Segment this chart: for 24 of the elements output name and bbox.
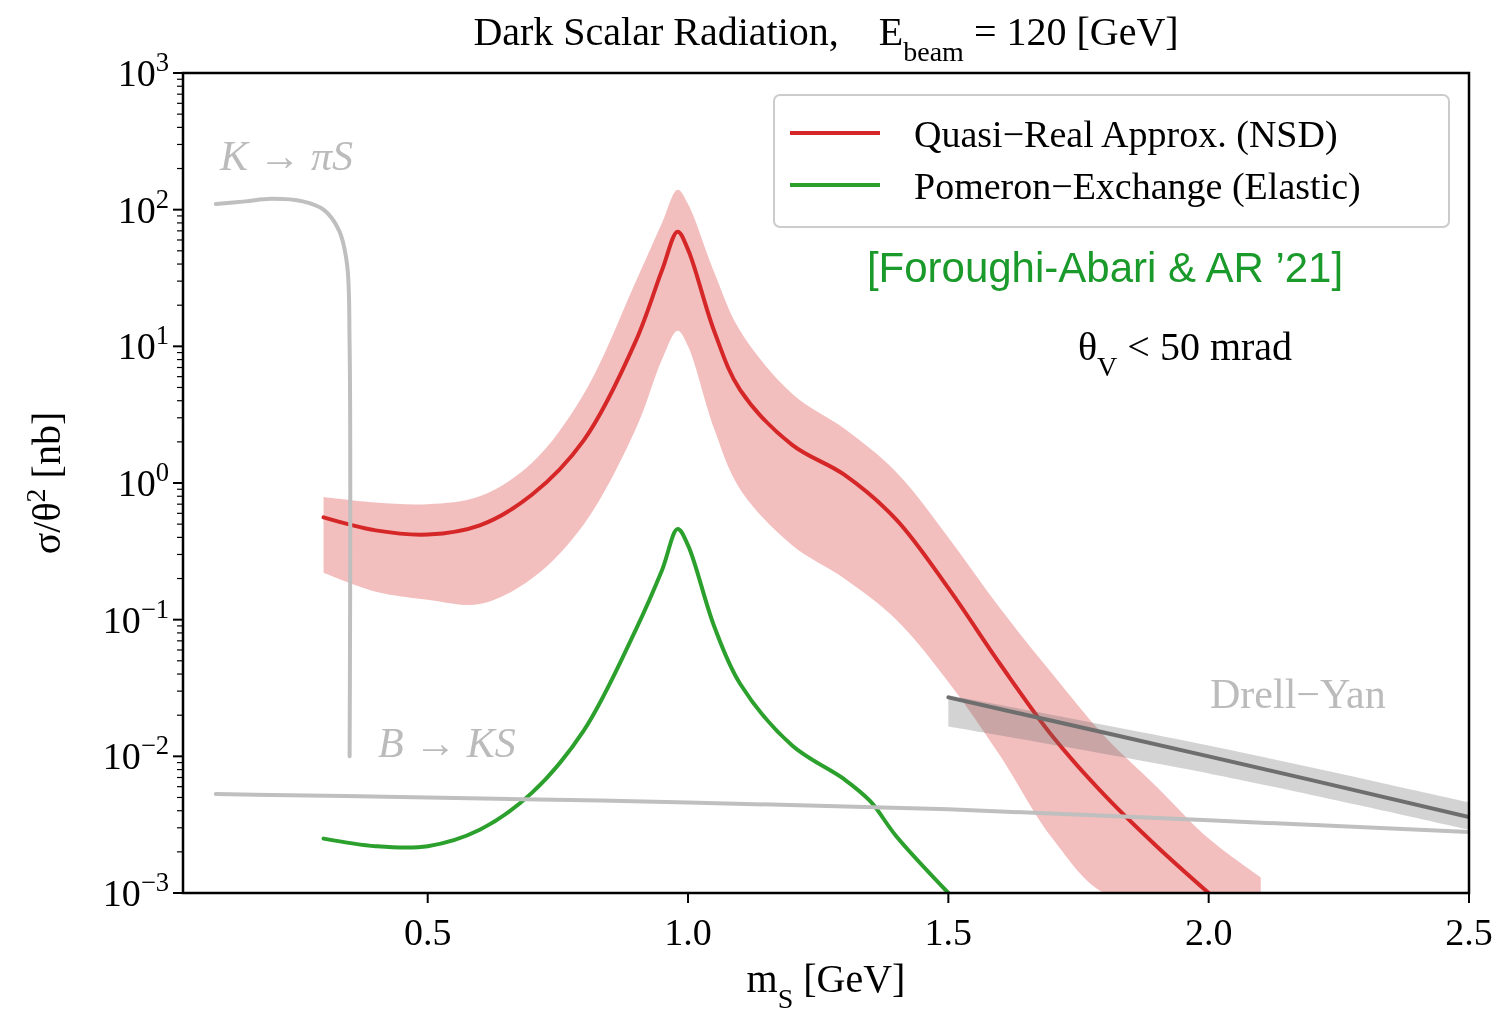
- chart-title: Dark Scalar Radiation, E$_{beam}$ = 120 [GeV]: [473, 9, 1179, 67]
- x-tick-label: 0.5: [403, 911, 452, 953]
- y-tick-label: 10$^{2}$: [117, 183, 169, 231]
- line-series: [213, 792, 1469, 834]
- annotation: [Foroughi-Abari & AR ’21]: [866, 244, 1344, 291]
- x-tick-label: 1.5: [924, 911, 973, 953]
- x-axis-title: m$_{S}$ [GeV]: [746, 956, 906, 1014]
- line-series: [321, 527, 951, 893]
- y-tick-label: 10$^{−2}$: [102, 730, 169, 778]
- y-tick-label: 10$^{−1}$: [102, 593, 169, 641]
- legend-label: Quasi−Real Approx. (NSD): [914, 113, 1338, 156]
- annotation: K → πS: [219, 133, 354, 179]
- annotation: B → KS: [378, 720, 516, 766]
- annotation: θ$_{V}$ < 50 mrad: [1077, 324, 1293, 382]
- y-tick-label: 10$^{0}$: [117, 457, 169, 504]
- x-tick-label: 1.0: [664, 911, 712, 953]
- line-series: [213, 196, 353, 759]
- y-tick-label: 10$^{1}$: [117, 320, 169, 368]
- annotation: Drell−Yan: [1210, 671, 1386, 717]
- y-tick-label: 10$^{−3}$: [102, 867, 169, 914]
- x-tick-label: 2.5: [1445, 911, 1493, 953]
- x-tick-label: 2.0: [1184, 911, 1233, 953]
- y-tick-label: 10$^{3}$: [117, 47, 169, 94]
- legend-label: Pomeron−Exchange (Elastic): [914, 165, 1361, 208]
